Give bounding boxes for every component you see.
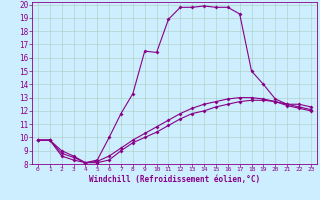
X-axis label: Windchill (Refroidissement éolien,°C): Windchill (Refroidissement éolien,°C): [89, 175, 260, 184]
